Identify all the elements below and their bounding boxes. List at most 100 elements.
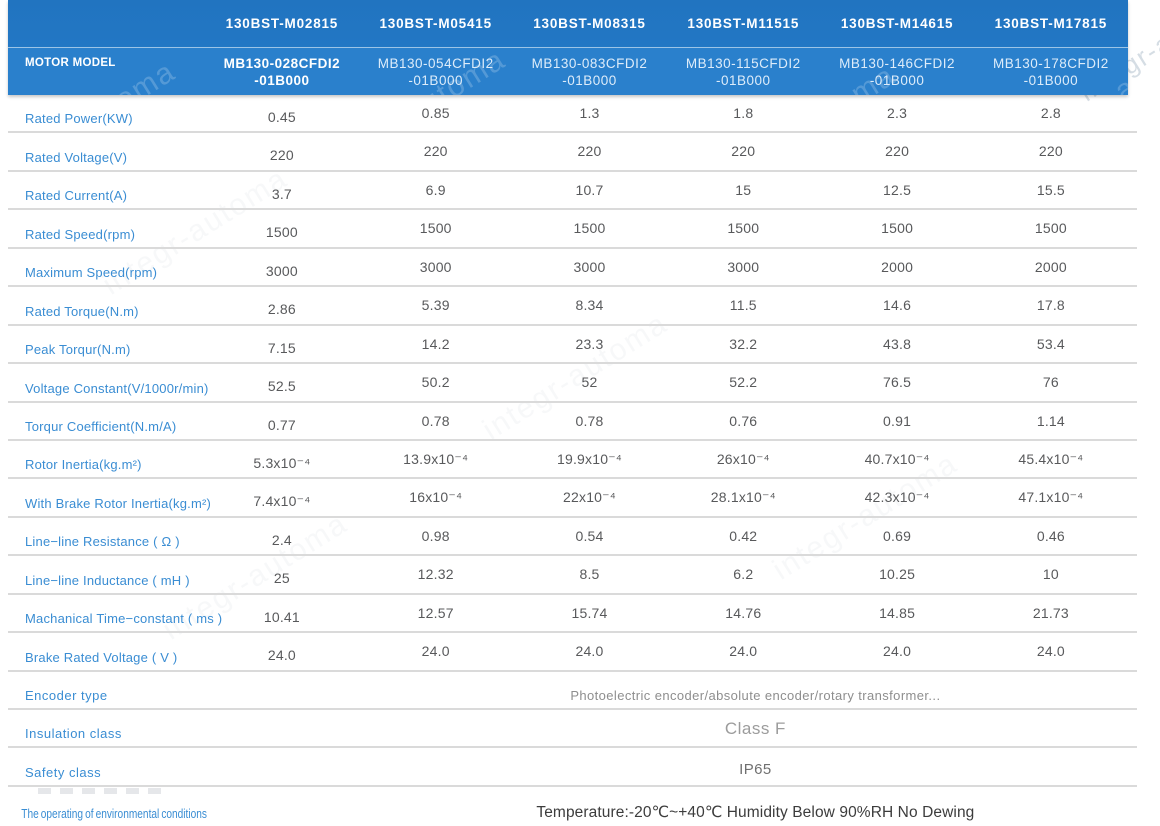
row-label: Machanical Time−constant ( ms ) bbox=[25, 611, 223, 627]
table-row: Peak Torqur(N.m) 7.15 14.2 23.3 32.2 43.8 53.… bbox=[8, 326, 1137, 365]
cell-value: 12.32 bbox=[417, 566, 454, 583]
cell-value: 10.41 bbox=[263, 608, 300, 625]
cell-value: 24.0 bbox=[729, 643, 758, 660]
cell-value: 17.8 bbox=[1036, 297, 1065, 314]
cell-value: 3.7 bbox=[271, 185, 292, 202]
cell-value: 45.4x10⁻⁴ bbox=[1018, 450, 1084, 467]
sub-model-name: MB130-083CFDI2 -01B000 bbox=[531, 55, 648, 88]
table-row: Rated Torque(N.m) 2.86 5.39 8.34 11.5 14.6 17… bbox=[8, 287, 1137, 326]
row-label: Rated Power(KW) bbox=[25, 111, 133, 127]
cell-value: 15.5 bbox=[1036, 181, 1065, 198]
model-name: 130BST-M11515 bbox=[687, 16, 800, 31]
cell-value: 220 bbox=[885, 143, 910, 160]
cell-value: 6.2 bbox=[733, 566, 754, 583]
clipped-print-artifact bbox=[38, 788, 168, 794]
cell-value: 0.77 bbox=[267, 416, 296, 433]
cell-value: 50.2 bbox=[421, 374, 450, 391]
cell-value: 220 bbox=[423, 143, 448, 160]
cell-value: 1.8 bbox=[733, 105, 754, 121]
sub-model-name: MB130-146CFDI2 -01B000 bbox=[839, 55, 955, 88]
cell-value: 1500 bbox=[573, 220, 606, 237]
cell-value: 220 bbox=[731, 143, 756, 160]
row-label: Rated Speed(rpm) bbox=[25, 226, 136, 242]
cell-value: 7.15 bbox=[267, 339, 296, 356]
merged-cell-value: Class F bbox=[724, 719, 786, 739]
table-row: Maximum Speed(rpm) 3000 3000 3000 3000 2000 2… bbox=[8, 249, 1137, 288]
cell-value: 19.9x10⁻⁴ bbox=[556, 450, 622, 467]
cell-value: 52 bbox=[581, 374, 598, 391]
row-label: Rated Torque(N.m) bbox=[25, 303, 139, 319]
cell-value: 0.85 bbox=[421, 105, 450, 121]
cell-value: 0.42 bbox=[729, 527, 758, 544]
cell-value: 47.1x10⁻⁴ bbox=[1018, 489, 1084, 506]
cell-value: 14.6 bbox=[883, 297, 912, 314]
cell-value: 0.78 bbox=[421, 412, 450, 429]
cell-value: 2.86 bbox=[267, 301, 296, 318]
table-row: Encoder type Photoelectric encoder/absol… bbox=[8, 672, 1137, 710]
spec-table-body: Rated Power(KW) 0.45 0.85 1.3 1.8 2.3 2.8 Rat… bbox=[8, 95, 1137, 825]
cell-value: 24.0 bbox=[883, 643, 912, 660]
cell-value: 0.91 bbox=[883, 412, 912, 429]
row-label: The operating of environmental condition… bbox=[21, 806, 207, 822]
merged-cell-value: Photoelectric encoder/absolute encoder/r… bbox=[570, 688, 941, 703]
row-label: Insulation class bbox=[25, 726, 122, 742]
cell-value: 5.39 bbox=[421, 297, 450, 314]
model-name-row: 130BST-M02815 130BST-M05415 130BST-M0831… bbox=[8, 0, 1128, 47]
cell-value: 11.5 bbox=[729, 297, 757, 314]
cell-value: 12.57 bbox=[417, 604, 454, 621]
cell-value: 1.14 bbox=[1036, 412, 1065, 429]
cell-value: 3000 bbox=[419, 258, 452, 275]
sub-model-name: MB130-115CFDI2 -01B000 bbox=[685, 55, 801, 88]
model-name: 130BST-M14615 bbox=[840, 16, 954, 31]
sub-model-name: MB130-028CFDI2 -01B000 bbox=[223, 55, 341, 88]
row-label: Rated Voltage(V) bbox=[25, 149, 128, 165]
row-label: Torqur Coefficient(N.m/A) bbox=[25, 418, 177, 434]
cell-value: 0.45 bbox=[267, 109, 296, 125]
row-label: Brake Rated Voltage ( V ) bbox=[25, 649, 178, 665]
cell-value: 24.0 bbox=[575, 643, 604, 660]
cell-value: 15 bbox=[735, 181, 752, 198]
cell-value: 2.4 bbox=[271, 531, 292, 548]
cell-value: 43.8 bbox=[883, 335, 912, 352]
cell-value: 14.85 bbox=[879, 604, 916, 621]
cell-value: 1500 bbox=[881, 220, 914, 237]
cell-value: 12.5 bbox=[883, 181, 912, 198]
cell-value: 7.4x10⁻⁴ bbox=[253, 493, 311, 510]
cell-value: 24.0 bbox=[421, 643, 450, 660]
cell-value: 21.73 bbox=[1032, 604, 1069, 621]
cell-value: 0.46 bbox=[1036, 527, 1065, 544]
motor-model-heading: MOTOR MODEL bbox=[25, 57, 116, 69]
cell-value: 23.3 bbox=[575, 335, 604, 352]
cell-value: 3000 bbox=[727, 258, 760, 275]
merged-cell-value: IP65 bbox=[739, 760, 772, 778]
table-row: Voltage Constant(V/1000r/min) 52.5 50.2 52… bbox=[8, 364, 1137, 403]
cell-value: 1500 bbox=[419, 220, 452, 237]
cell-value: 13.9x10⁻⁴ bbox=[403, 450, 469, 467]
cell-value: 14.2 bbox=[421, 335, 450, 352]
cell-value: 2000 bbox=[881, 258, 914, 275]
cell-value: 42.3x10⁻⁴ bbox=[864, 489, 930, 506]
cell-value: 53.4 bbox=[1036, 335, 1065, 352]
cell-value: 220 bbox=[577, 143, 602, 160]
table-row: Rotor Inertia(kg.m²) 5.3x10⁻⁴ 13.9x10⁻⁴ 19… bbox=[8, 441, 1137, 480]
cell-value: 1500 bbox=[265, 224, 298, 241]
cell-value: 0.54 bbox=[575, 527, 604, 544]
cell-value: 28.1x10⁻⁴ bbox=[710, 489, 776, 506]
table-row: Rated Speed(rpm) 1500 1500 1500 1500 1500 150… bbox=[8, 210, 1137, 249]
cell-value: 26x10⁻⁴ bbox=[716, 450, 770, 467]
table-row: Torqur Coefficient(N.m/A) 0.77 0.78 0.78 0.… bbox=[8, 403, 1137, 441]
table-row: Safety class IP65 bbox=[8, 748, 1137, 787]
cell-value: 0.76 bbox=[729, 412, 758, 429]
merged-cell-value: Temperature:-20℃~+40℃ Humidity Below 90%… bbox=[536, 804, 975, 822]
cell-value: 2.3 bbox=[887, 105, 908, 121]
cell-value: 10.25 bbox=[879, 566, 916, 583]
cell-value: 52.5 bbox=[267, 378, 296, 395]
cell-value: 2.8 bbox=[1040, 105, 1061, 121]
cell-value: 25 bbox=[273, 570, 290, 587]
sub-model-row: MOTOR MODEL MB130-028CFDI2 -01B000 MB130… bbox=[8, 48, 1128, 95]
cell-value: 15.74 bbox=[571, 604, 608, 621]
header-divider bbox=[8, 47, 1128, 48]
table-row: Rated Current(A) 3.7 6.9 10.7 15 12.5 15.5 bbox=[8, 172, 1137, 211]
cell-value: 0.78 bbox=[575, 412, 604, 429]
